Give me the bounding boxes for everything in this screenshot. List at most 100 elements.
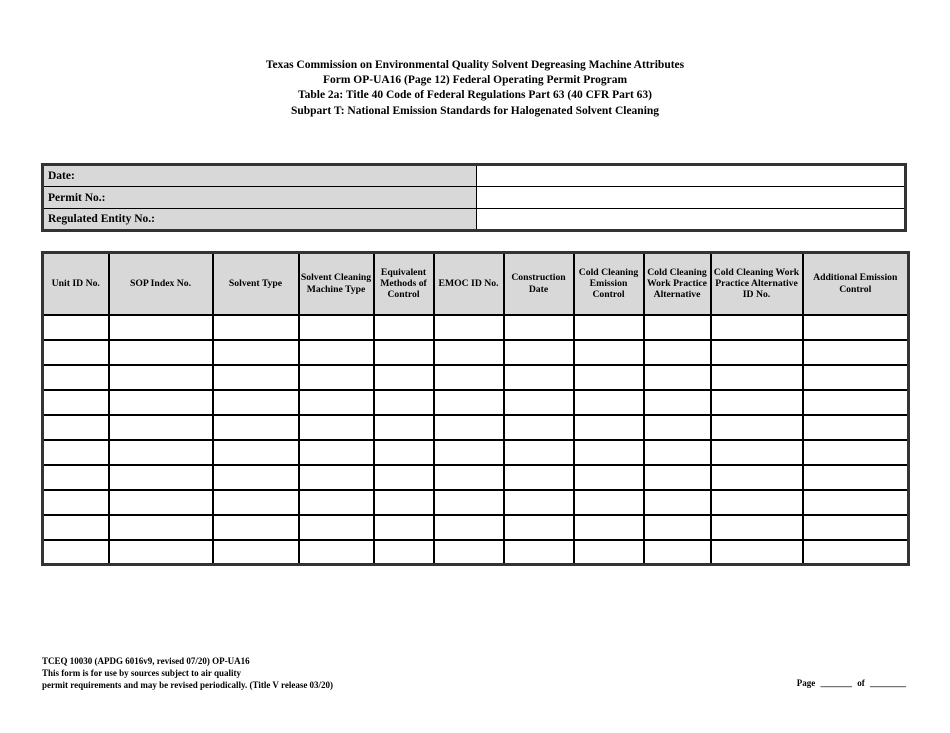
table-cell[interactable]	[572, 313, 645, 341]
table-cell[interactable]	[642, 388, 712, 416]
table-cell[interactable]	[297, 363, 375, 391]
table-cell[interactable]	[41, 438, 110, 466]
table-cell[interactable]	[801, 438, 910, 466]
table-cell[interactable]	[502, 463, 575, 491]
table-cell[interactable]	[709, 388, 804, 416]
table-cell[interactable]	[502, 338, 575, 366]
table-cell[interactable]	[709, 488, 804, 516]
table-cell[interactable]	[372, 488, 435, 516]
info-value-cell[interactable]	[476, 208, 906, 231]
table-cell[interactable]	[642, 538, 712, 566]
table-cell[interactable]	[709, 463, 804, 491]
table-cell[interactable]	[572, 463, 645, 491]
table-cell[interactable]	[107, 313, 214, 341]
table-cell[interactable]	[107, 363, 214, 391]
table-cell[interactable]	[642, 488, 712, 516]
table-cell[interactable]	[297, 513, 375, 541]
table-cell[interactable]	[502, 538, 575, 566]
table-cell[interactable]	[41, 413, 110, 441]
table-cell[interactable]	[502, 388, 575, 416]
table-cell[interactable]	[211, 313, 300, 341]
info-value-cell[interactable]	[476, 164, 906, 187]
table-cell[interactable]	[372, 538, 435, 566]
table-cell[interactable]	[297, 313, 375, 341]
table-cell[interactable]	[297, 538, 375, 566]
page-blank-field[interactable]: _______	[820, 678, 853, 688]
table-cell[interactable]	[801, 538, 910, 566]
table-cell[interactable]	[801, 513, 910, 541]
table-cell[interactable]	[432, 313, 505, 341]
table-cell[interactable]	[41, 388, 110, 416]
table-cell[interactable]	[642, 513, 712, 541]
table-cell[interactable]	[41, 363, 110, 391]
table-cell[interactable]	[432, 538, 505, 566]
table-cell[interactable]	[801, 363, 910, 391]
table-cell[interactable]	[211, 538, 300, 566]
table-cell[interactable]	[801, 413, 910, 441]
table-cell[interactable]	[572, 363, 645, 391]
table-cell[interactable]	[432, 413, 505, 441]
table-cell[interactable]	[432, 488, 505, 516]
table-cell[interactable]	[642, 313, 712, 341]
table-cell[interactable]	[107, 413, 214, 441]
table-cell[interactable]	[372, 438, 435, 466]
table-cell[interactable]	[801, 313, 910, 341]
table-cell[interactable]	[107, 338, 214, 366]
table-cell[interactable]	[297, 413, 375, 441]
table-cell[interactable]	[107, 463, 214, 491]
table-cell[interactable]	[502, 313, 575, 341]
info-value-cell[interactable]	[476, 186, 906, 209]
table-cell[interactable]	[297, 388, 375, 416]
table-cell[interactable]	[297, 438, 375, 466]
table-cell[interactable]	[432, 363, 505, 391]
table-cell[interactable]	[709, 438, 804, 466]
table-cell[interactable]	[709, 538, 804, 566]
table-cell[interactable]	[801, 338, 910, 366]
table-cell[interactable]	[211, 363, 300, 391]
table-cell[interactable]	[572, 388, 645, 416]
table-cell[interactable]	[107, 488, 214, 516]
table-cell[interactable]	[572, 513, 645, 541]
table-cell[interactable]	[211, 513, 300, 541]
table-cell[interactable]	[41, 338, 110, 366]
table-cell[interactable]	[572, 338, 645, 366]
table-cell[interactable]	[297, 463, 375, 491]
table-cell[interactable]	[709, 513, 804, 541]
table-cell[interactable]	[642, 363, 712, 391]
table-cell[interactable]	[502, 438, 575, 466]
table-cell[interactable]	[211, 338, 300, 366]
table-cell[interactable]	[502, 413, 575, 441]
table-cell[interactable]	[432, 463, 505, 491]
table-cell[interactable]	[432, 388, 505, 416]
table-cell[interactable]	[572, 538, 645, 566]
table-cell[interactable]	[211, 488, 300, 516]
table-cell[interactable]	[642, 438, 712, 466]
table-cell[interactable]	[432, 338, 505, 366]
table-cell[interactable]	[107, 538, 214, 566]
table-cell[interactable]	[41, 463, 110, 491]
table-cell[interactable]	[107, 388, 214, 416]
table-cell[interactable]	[502, 363, 575, 391]
table-cell[interactable]	[211, 463, 300, 491]
table-cell[interactable]	[372, 463, 435, 491]
table-cell[interactable]	[372, 363, 435, 391]
table-cell[interactable]	[572, 488, 645, 516]
table-cell[interactable]	[572, 413, 645, 441]
table-cell[interactable]	[801, 488, 910, 516]
table-cell[interactable]	[709, 313, 804, 341]
table-cell[interactable]	[211, 438, 300, 466]
table-cell[interactable]	[41, 488, 110, 516]
table-cell[interactable]	[372, 513, 435, 541]
table-cell[interactable]	[372, 413, 435, 441]
table-cell[interactable]	[41, 313, 110, 341]
table-cell[interactable]	[432, 513, 505, 541]
table-cell[interactable]	[709, 363, 804, 391]
table-cell[interactable]	[41, 538, 110, 566]
table-cell[interactable]	[709, 413, 804, 441]
table-cell[interactable]	[642, 338, 712, 366]
table-cell[interactable]	[709, 338, 804, 366]
table-cell[interactable]	[211, 388, 300, 416]
table-cell[interactable]	[642, 463, 712, 491]
table-cell[interactable]	[41, 513, 110, 541]
table-cell[interactable]	[572, 438, 645, 466]
